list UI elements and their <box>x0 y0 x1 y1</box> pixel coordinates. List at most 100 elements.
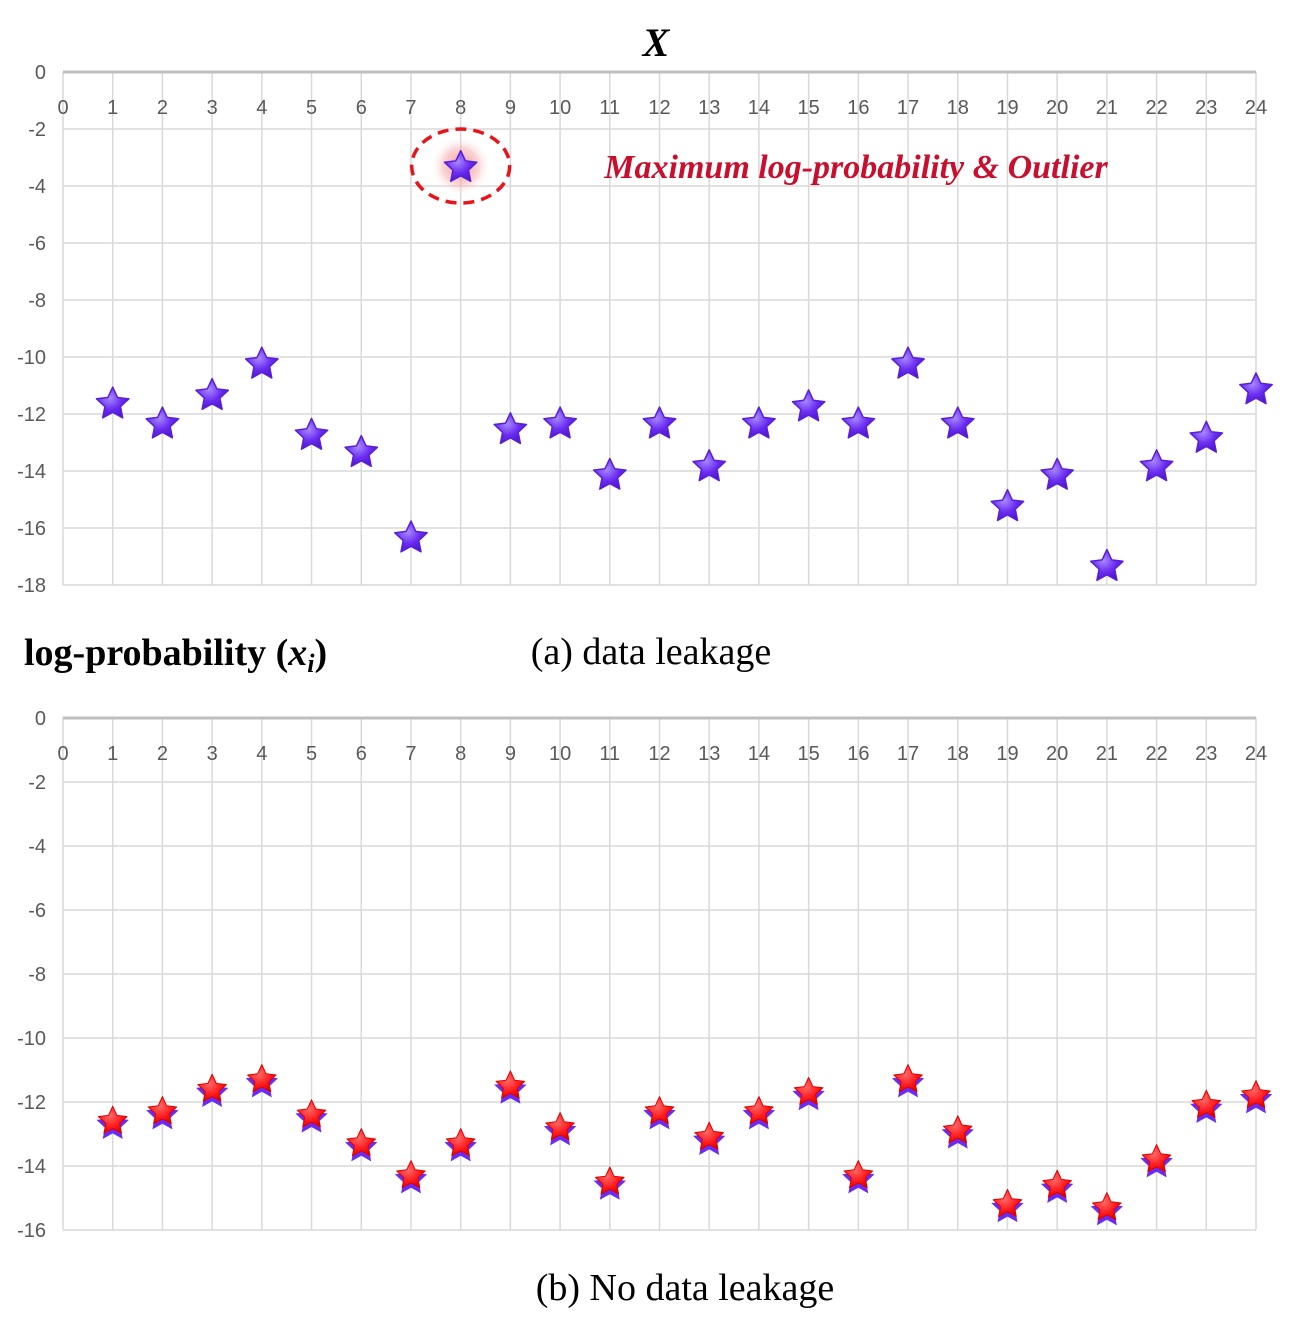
x-tick-label: 14 <box>748 743 770 765</box>
data-point-star <box>990 488 1025 522</box>
caption-b: (b) No data leakage <box>536 1267 835 1309</box>
data-point-star <box>444 1128 477 1162</box>
data-point-star-fill <box>1191 1089 1222 1118</box>
data-point-star <box>693 1121 726 1155</box>
y-tick-label: -10 <box>17 347 46 369</box>
shared-ylabel: log-probability (xi) <box>24 632 327 678</box>
x-tick-label: 4 <box>256 97 267 119</box>
y-tick-label: -6 <box>28 900 46 922</box>
data-point-star <box>891 346 925 379</box>
data-point-star-fill <box>445 1128 476 1157</box>
y-tick-label: 0 <box>35 708 46 730</box>
y-tick-label: -2 <box>28 119 46 141</box>
data-point-star-fill <box>893 1064 923 1093</box>
data-point-star <box>344 434 379 468</box>
x-axis-symbol: X <box>641 20 671 65</box>
data-point-star <box>394 1160 428 1194</box>
data-point-star <box>841 406 876 439</box>
x-tick-label: 2 <box>157 743 168 765</box>
x-tick-label: 18 <box>947 97 969 119</box>
x-tick-label: 21 <box>1096 743 1118 765</box>
x-tick-label: 1 <box>107 97 118 119</box>
data-point-star <box>294 417 329 450</box>
x-tick-label: 20 <box>1046 743 1068 765</box>
x-tick-label: 13 <box>698 743 720 765</box>
panel-b-points <box>96 1064 1273 1226</box>
y-tick-label: -8 <box>28 964 46 986</box>
data-point-star <box>1089 548 1124 582</box>
panel-b-grid <box>62 716 1257 1231</box>
data-point-star <box>96 1105 129 1139</box>
x-tick-label: 22 <box>1145 743 1167 765</box>
y-tick-label: -10 <box>17 1028 46 1050</box>
y-tick-label: -14 <box>17 1156 46 1178</box>
x-tick-label: 24 <box>1245 743 1267 765</box>
x-tick-label: 16 <box>847 97 869 119</box>
x-tick-label: 9 <box>505 97 516 119</box>
data-point-star <box>991 1188 1024 1223</box>
x-tick-label: 19 <box>996 743 1018 765</box>
x-tick-label: 19 <box>996 97 1018 119</box>
x-tick-label: 15 <box>798 97 820 119</box>
x-tick-label: 23 <box>1195 743 1217 765</box>
data-point-star <box>741 406 776 439</box>
data-point-star <box>791 389 826 422</box>
data-point-star <box>941 1115 974 1149</box>
data-point-star-fill <box>943 1115 973 1144</box>
x-tick-label: 0 <box>57 97 68 119</box>
data-point-star <box>1189 420 1224 453</box>
y-tick-label: -16 <box>17 518 46 540</box>
data-point-star <box>146 1096 179 1130</box>
x-tick-label: 1 <box>107 743 118 765</box>
data-point-star <box>1239 1080 1273 1114</box>
data-point-star <box>692 449 727 482</box>
x-tick-label: 6 <box>356 743 367 765</box>
y-tick-label: -8 <box>28 290 46 312</box>
x-tick-label: 23 <box>1195 97 1217 119</box>
data-point-star <box>145 406 180 439</box>
data-point-star-fill <box>1141 1144 1172 1173</box>
y-tick-label: -18 <box>17 575 46 597</box>
x-tick-label: 10 <box>549 743 571 765</box>
data-point-star <box>1090 1192 1123 1226</box>
data-point-star <box>1239 372 1273 405</box>
data-point-star <box>394 520 428 553</box>
data-point-star-fill <box>97 1105 128 1134</box>
data-point-star-fill <box>793 1076 824 1105</box>
x-tick-label: 12 <box>648 743 670 765</box>
x-tick-label: 11 <box>599 97 620 119</box>
data-point-star <box>345 1128 378 1162</box>
data-point-star <box>195 377 230 411</box>
y-tick-label: -14 <box>17 461 46 483</box>
data-point-star <box>742 1096 776 1130</box>
data-point-star <box>543 406 578 439</box>
x-tick-label: 2 <box>157 97 168 119</box>
x-tick-label: 5 <box>306 743 317 765</box>
data-point-star <box>1040 457 1075 490</box>
data-point-star <box>443 149 478 183</box>
y-tick-label: -2 <box>28 772 46 794</box>
data-point-star-fill <box>396 1160 426 1189</box>
y-tick-label: -16 <box>17 1220 46 1242</box>
data-point-star <box>891 1064 925 1098</box>
data-point-star <box>842 1160 875 1194</box>
x-tick-label: 17 <box>897 743 919 765</box>
x-tick-label: 18 <box>947 743 969 765</box>
data-point-star-fill <box>147 1096 178 1125</box>
x-tick-label: 3 <box>207 97 218 119</box>
data-point-star-fill <box>197 1073 227 1102</box>
outlier-dashed-ellipse <box>409 127 512 205</box>
x-tick-label: 21 <box>1096 97 1118 119</box>
x-tick-label: 6 <box>356 97 367 119</box>
data-point-star-fill <box>644 1096 675 1125</box>
x-tick-label: 22 <box>1145 97 1167 119</box>
data-point-star-fill <box>346 1128 376 1157</box>
data-point-star <box>642 406 677 439</box>
x-tick-label: 11 <box>599 743 620 765</box>
data-point-star-fill <box>495 1070 526 1099</box>
outlier-annotation: Maximum log-probability & Outlier <box>603 149 1108 186</box>
panel-a-chart: 0 1 2 3 4 5 6 7 8 9 10 11 12 13 14 15 16 17 18 19 20 21 22 23 24… <box>17 62 1273 597</box>
data-point-star <box>295 1099 328 1133</box>
data-point-star <box>543 1112 577 1146</box>
